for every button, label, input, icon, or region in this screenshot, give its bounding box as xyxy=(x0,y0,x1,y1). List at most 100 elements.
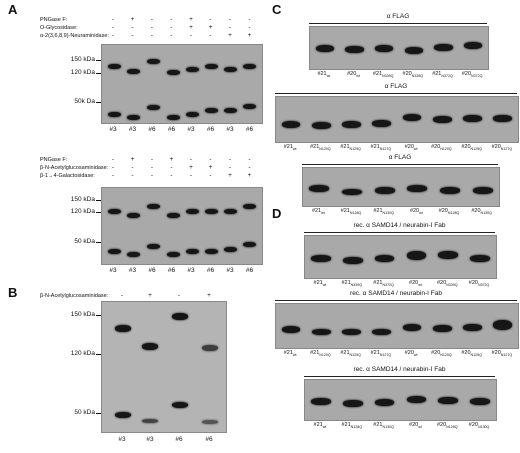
panel-label-c: C xyxy=(272,2,282,17)
construct-id: #21 xyxy=(310,350,320,356)
western-blot xyxy=(304,379,497,421)
band xyxy=(406,396,427,403)
construct-id: #21 xyxy=(283,144,293,150)
construct-variant: N339Q xyxy=(446,283,458,288)
band xyxy=(432,325,452,332)
construct-id: #20 xyxy=(404,144,414,150)
lane-label: #3 xyxy=(146,436,154,443)
treatment-sign: - xyxy=(111,164,115,171)
treatment-sign: + xyxy=(148,292,152,299)
lane-label: #6 xyxy=(206,267,215,274)
band xyxy=(345,46,364,53)
lane-label: #3 xyxy=(109,126,117,133)
construct-label: #20N120Q xyxy=(426,350,456,357)
band xyxy=(374,45,394,52)
construct-id: #20 xyxy=(468,422,478,428)
mw-tick xyxy=(96,354,101,355)
treatment-sign: + xyxy=(228,172,232,179)
band xyxy=(342,121,361,128)
antibody-line xyxy=(304,232,495,233)
band xyxy=(281,121,301,128)
band xyxy=(243,104,256,109)
band xyxy=(470,398,490,405)
construct-variant: wt xyxy=(321,211,325,216)
band xyxy=(342,400,363,407)
construct-variant: wt xyxy=(292,147,297,152)
construct-label: #20N128Q xyxy=(431,422,463,429)
construct-label: #21N130Q xyxy=(368,422,400,429)
western-blot xyxy=(309,26,489,70)
band xyxy=(311,255,331,262)
treatment-sign: - xyxy=(228,24,232,31)
construct-id: #21 xyxy=(432,71,442,77)
treatment-sign: - xyxy=(150,24,154,31)
band xyxy=(438,397,459,404)
band xyxy=(186,112,199,117)
band xyxy=(402,324,422,331)
construct-variant: N130Q xyxy=(382,425,394,430)
panel-label-a: A xyxy=(8,2,18,17)
construct-id: #21 xyxy=(340,350,350,356)
treatment-sign: - xyxy=(170,164,173,171)
construct-label: #21N372Q xyxy=(428,71,458,78)
treatment-row-label: PNGase F: xyxy=(40,157,68,163)
band xyxy=(372,120,392,127)
construct-id: #21 xyxy=(313,422,323,428)
construct-variant: wt xyxy=(418,425,422,430)
antibody-line xyxy=(302,164,498,165)
treatment-sign: - xyxy=(209,156,212,163)
construct-variant: N125Q xyxy=(349,353,361,358)
band xyxy=(147,59,160,64)
band xyxy=(108,209,121,214)
construct-variant: N120Q xyxy=(319,353,331,358)
mw-tick xyxy=(96,200,101,201)
construct-id: #20 xyxy=(436,280,447,286)
antibody-line xyxy=(304,376,495,377)
antibody-label: α FLAG xyxy=(386,13,410,20)
construct-variant: N127Q xyxy=(379,353,392,358)
band xyxy=(108,64,121,69)
treatment-sign: + xyxy=(208,24,213,31)
band xyxy=(115,325,131,332)
treatment-sign: + xyxy=(228,32,232,39)
band xyxy=(186,67,199,72)
treatment-sign: + xyxy=(207,292,211,299)
construct-variant: N120Q xyxy=(440,353,452,358)
construct-id: #20 xyxy=(402,71,412,77)
band xyxy=(472,187,493,194)
band xyxy=(224,247,237,252)
treatment-sign: - xyxy=(150,156,154,163)
treatment-sign: - xyxy=(150,172,154,179)
construct-id: #21 xyxy=(370,350,380,356)
construct-id: #21 xyxy=(317,71,327,77)
construct-variant: wt xyxy=(413,147,418,152)
construct-label: #21wt xyxy=(304,280,336,287)
construct-variant: wt xyxy=(419,211,423,216)
construct-id: #20 xyxy=(491,350,501,356)
band xyxy=(463,42,483,49)
treatment-sign: - xyxy=(131,164,134,171)
band xyxy=(186,249,199,254)
construct-id: #21 xyxy=(370,144,380,150)
band xyxy=(342,329,361,335)
construct-label: #21N372Q xyxy=(368,280,400,287)
band xyxy=(127,252,140,257)
mw-marker-label: 150 kDa xyxy=(70,311,95,318)
lane-label: #6 xyxy=(167,126,176,133)
lane-label: #6 xyxy=(245,126,254,133)
construct-label: #20N125Q xyxy=(457,350,487,357)
mw-tick xyxy=(96,73,101,74)
lane-label: #6 xyxy=(148,126,156,133)
construct-id: #21 xyxy=(340,144,350,150)
band xyxy=(374,255,395,262)
band xyxy=(463,324,482,331)
mw-marker-label: 150 kDa xyxy=(70,196,95,203)
band xyxy=(202,420,218,424)
construct-id: #20 xyxy=(409,280,419,286)
lane-label: #6 xyxy=(167,267,176,274)
mw-marker-label: 120 kDa xyxy=(70,69,95,76)
band xyxy=(167,70,180,75)
band xyxy=(205,249,218,254)
construct-variant: N125Q xyxy=(470,147,482,152)
construct-label: #20wt xyxy=(400,208,433,215)
